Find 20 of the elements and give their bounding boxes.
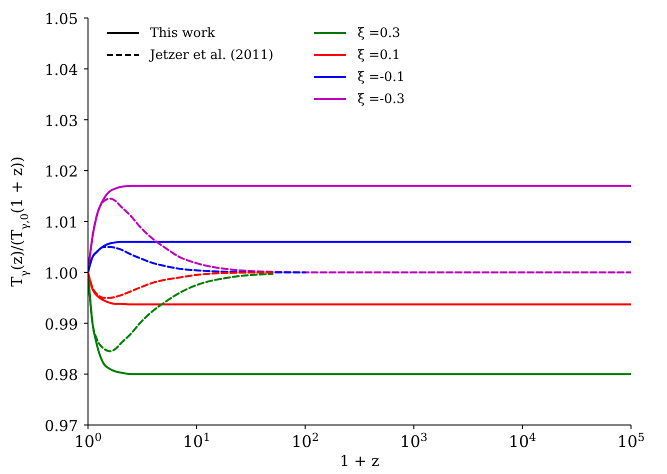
x-tick-label: 10$^{2}$ bbox=[291, 430, 319, 451]
legend-label: ξ =0.3 bbox=[357, 26, 400, 40]
y-tick-label: 1.02 bbox=[44, 162, 78, 181]
x-tick-label: 10$^{1}$ bbox=[182, 430, 210, 451]
x-tick-label: 10$^{3}$ bbox=[400, 430, 428, 451]
y-tick-label: 0.99 bbox=[44, 315, 78, 334]
y-tick-label: 0.98 bbox=[44, 366, 78, 384]
y-tick-label: 1.03 bbox=[44, 112, 78, 130]
x-tick-label: 10$^{5}$ bbox=[617, 430, 645, 451]
x-axis-title: 1 + z bbox=[340, 452, 380, 470]
legend-label: ξ =-0.3 bbox=[357, 92, 405, 106]
y-tick-label: 1.00 bbox=[44, 264, 78, 282]
y-tick-label: 1.04 bbox=[44, 60, 78, 79]
legend-label: ξ =0.1 bbox=[357, 48, 400, 62]
y-tick-label: 1.01 bbox=[44, 214, 78, 232]
y-tick-label: 1.05 bbox=[44, 10, 78, 28]
annotation: This work bbox=[150, 26, 216, 40]
x-tick-label: 10$^{4}$ bbox=[508, 430, 536, 451]
legend-label: ξ =-0.1 bbox=[357, 70, 405, 84]
annotation: Jetzer et al. (2011) bbox=[150, 48, 274, 62]
